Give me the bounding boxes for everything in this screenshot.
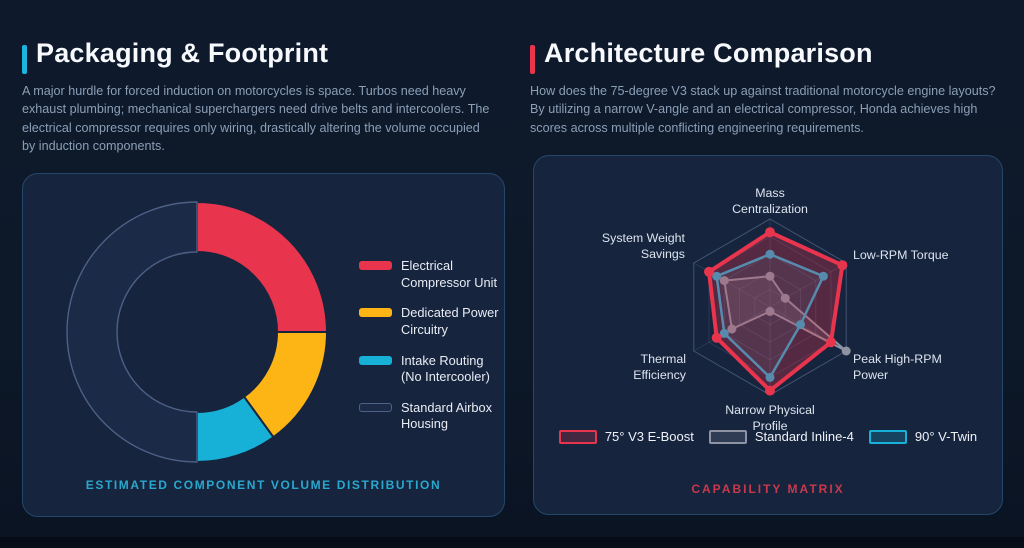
packaging-card: Electrical Compressor Unit Dedicated Powe…	[22, 173, 505, 517]
radar-axis-label-2: Peak High-RPM Power	[853, 352, 942, 383]
radar-axis-label-4: Thermal Efficiency	[633, 352, 686, 383]
radar-chart	[693, 218, 851, 396]
right-panel-title: Architecture Comparison	[544, 38, 873, 68]
donut-slice-0	[196, 201, 328, 333]
donut-chart	[66, 201, 328, 463]
donut-caption: ESTIMATED COMPONENT VOLUME DISTRIBUTION	[85, 478, 442, 492]
legend-label: Electrical Compressor Unit	[401, 258, 498, 290]
legend-label: Dedicated Power Circuitry	[401, 305, 499, 337]
donut-legend: Electrical Compressor Unit Dedicated Powe…	[359, 258, 498, 433]
legend-swatch	[868, 429, 907, 444]
radar-axis-label-0: Mass Centralization	[732, 186, 808, 217]
right-accent-bar	[530, 45, 535, 74]
left-accent-bar	[22, 45, 27, 74]
radar-series-0	[707, 230, 845, 393]
radar-legend-item-0[interactable]: 75° V3 E-Boost	[558, 429, 694, 444]
donut-legend-item-0[interactable]: Electrical Compressor Unit	[359, 258, 498, 291]
left-panel-description: A major hurdle for forced induction on m…	[22, 84, 490, 154]
legend-swatch	[558, 429, 597, 444]
packaging-panel: Packaging & Footprint A major hurdle for…	[22, 0, 505, 548]
legend-label: Standard Inline-4	[754, 429, 854, 444]
radar-caption: CAPABILITY MATRIX	[691, 482, 845, 496]
radar-legend-item-2[interactable]: 90° V-Twin	[868, 429, 978, 444]
right-panel-description: How does the 75-degree V3 stack up again…	[530, 84, 996, 135]
legend-label: 90° V-Twin	[914, 429, 978, 444]
architecture-card: Mass Centralization Low-RPM Torque Peak Hi…	[533, 155, 1003, 515]
legend-swatch	[359, 355, 392, 365]
architecture-panel: Architecture Comparison How does the 75-…	[530, 0, 1003, 548]
page-bottom-strip	[0, 537, 1024, 548]
legend-swatch	[359, 402, 392, 412]
legend-swatch	[359, 261, 392, 270]
legend-swatch	[708, 429, 747, 444]
legend-label: Standard Airbox Housing	[401, 399, 493, 432]
left-panel-title: Packaging & Footprint	[36, 38, 329, 68]
radar-axis-label-5: System Weight Savings	[601, 231, 685, 262]
radar-legend: 75° V3 E-Boost Standard Inline-4 90° V-Twi…	[534, 429, 1002, 444]
legend-swatch	[359, 308, 392, 318]
legend-label: 75° V3 E-Boost	[604, 429, 694, 444]
donut-legend-item-2[interactable]: Intake Routing (No Intercooler)	[359, 353, 498, 386]
radar-axis-label-3: Narrow Physical Profile	[725, 403, 815, 434]
donut-legend-item-1[interactable]: Dedicated Power Circuitry	[359, 305, 498, 338]
legend-label: Intake Routing (No Intercooler)	[401, 352, 490, 385]
radar-axis-label-1: Low-RPM Torque	[853, 248, 949, 262]
radar-legend-item-1[interactable]: Standard Inline-4	[708, 429, 854, 444]
donut-slice-3	[66, 201, 198, 463]
donut-legend-item-3[interactable]: Standard Airbox Housing	[359, 400, 498, 433]
